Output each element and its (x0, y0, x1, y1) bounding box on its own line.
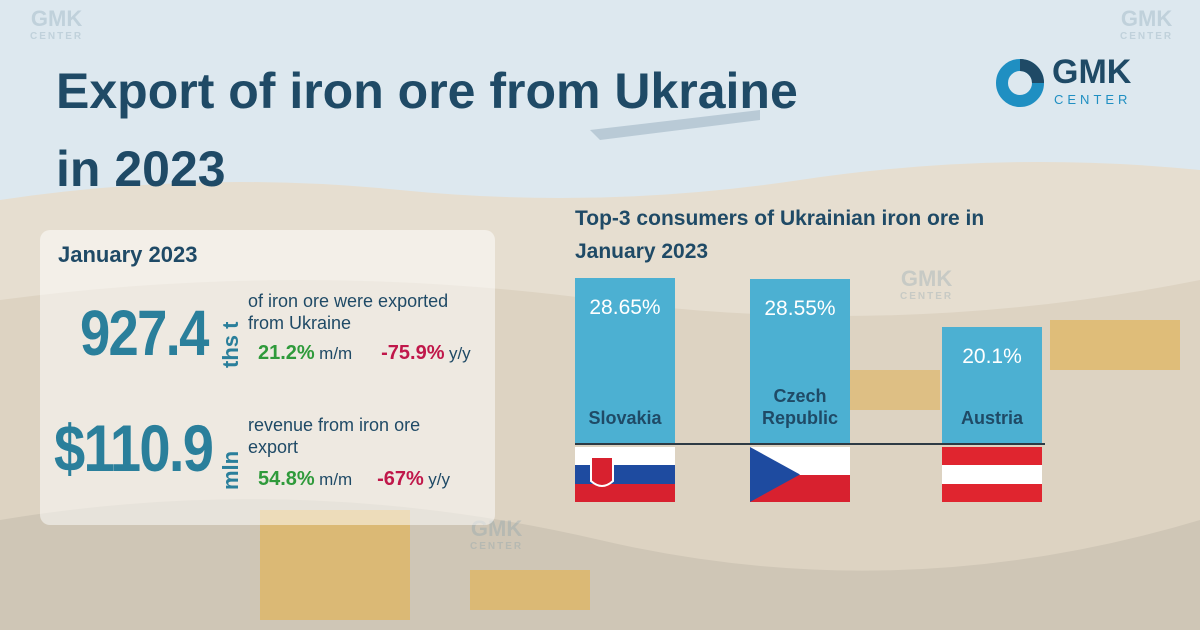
mm-label: m/m (319, 470, 353, 489)
watermark-sub: CENTER (30, 31, 84, 42)
watermark: GMK CENTER (1120, 8, 1174, 46)
title-line: in 2023 (56, 141, 226, 197)
yy-label: y/y (428, 470, 451, 489)
flags (575, 447, 1042, 502)
category-label: Slovakia (588, 408, 662, 428)
title-line: Export of iron ore from Ukraine (56, 63, 798, 119)
logo-icon (996, 59, 1044, 107)
mm-change: 54.8% (258, 468, 315, 490)
period: January 2023 (58, 242, 198, 267)
value-label: 28.55% (764, 296, 836, 320)
chart-title: Top-3 consumers of Ukrainian iron ore in… (575, 207, 985, 263)
watermark-sub: CENTER (1120, 31, 1174, 42)
yy-change: -75.9% (381, 342, 445, 364)
title: Export of iron ore from Ukraine in 2023 (56, 52, 798, 208)
yy-label: y/y (448, 344, 471, 363)
category-label: Czech Republic (761, 386, 838, 428)
mm-change: 21.2% (258, 342, 315, 364)
value-label: 20.1% (962, 345, 1022, 369)
volume-changes: 21.2% m/m -75.9% y/y (258, 342, 471, 365)
watermark: GMK CENTER (900, 268, 954, 306)
bar (575, 277, 675, 443)
revenue-value: $110.9 (54, 411, 214, 485)
logo-sub: CENTER (1054, 92, 1132, 107)
yy-change: -67% (377, 468, 424, 490)
value-label: 28.65% (589, 295, 661, 319)
baseline (575, 443, 1045, 445)
revenue-changes: 54.8% m/m -67% y/y (258, 468, 450, 491)
watermark-name: GMK (900, 266, 953, 291)
watermark-name: GMK (30, 6, 83, 31)
bar (750, 278, 850, 443)
mm-label: m/m (319, 344, 353, 363)
logo-name: GMK (1052, 53, 1132, 91)
volume-text: of iron ore were exported from Ukraine (248, 291, 449, 333)
watermark: GMK CENTER (30, 8, 84, 46)
volume-value: 927.4 (80, 297, 209, 369)
watermark-sub: CENTER (900, 291, 954, 302)
revenue-text: revenue from iron ore export (248, 415, 421, 457)
stats-panel (40, 230, 495, 525)
category-label: Austria (960, 408, 1023, 428)
watermark-name: GMK (1120, 6, 1173, 31)
watermark-sub: CENTER (470, 541, 524, 552)
bar (942, 327, 1042, 443)
